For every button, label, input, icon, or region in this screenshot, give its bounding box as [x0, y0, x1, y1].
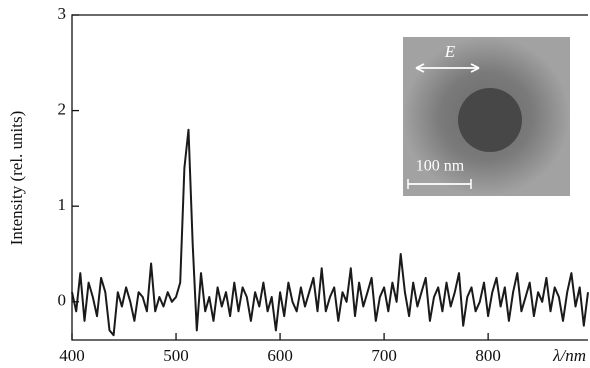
- x-axis-label: λ/nm: [552, 346, 586, 365]
- y-tick-label: 3: [58, 4, 67, 23]
- annotation: E: [444, 42, 456, 61]
- y-tick-label: 2: [58, 99, 67, 118]
- y-tick-label: 1: [58, 195, 67, 214]
- y-axis-label: Intensity (rel. units): [7, 111, 26, 246]
- x-tick-label: 500: [163, 346, 189, 365]
- chart: Intensity (rel. units) E 100 nm 0 1 2 3 400 5…: [0, 0, 590, 368]
- x-tick-label: 700: [371, 346, 397, 365]
- x-tick-label: 600: [267, 346, 293, 365]
- inset-image: E 100 nm: [403, 37, 570, 196]
- x-tick-label: 800: [475, 346, 501, 365]
- y-tick-label: 0: [58, 291, 67, 310]
- x-tick-label: 400: [59, 346, 85, 365]
- annotation: 100 nm: [416, 158, 465, 175]
